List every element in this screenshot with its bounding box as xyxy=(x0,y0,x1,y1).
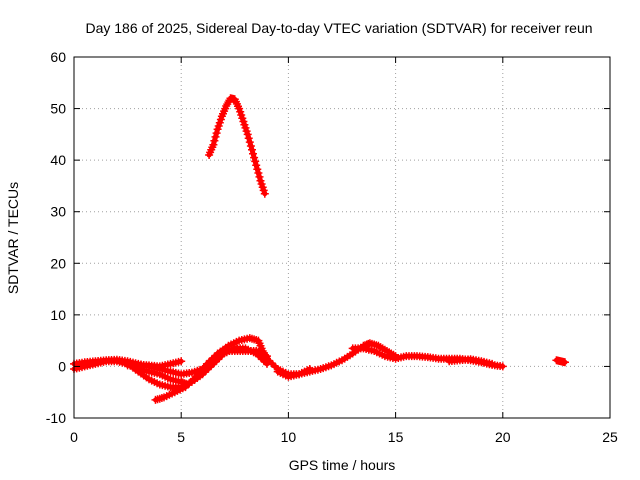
data-point xyxy=(210,136,219,145)
data-point xyxy=(498,362,507,371)
x-tick-label: 15 xyxy=(388,429,404,445)
data-point xyxy=(243,130,252,139)
data-point xyxy=(260,189,269,198)
plot-frame xyxy=(73,56,611,419)
series-arc-j xyxy=(552,356,569,367)
data-point xyxy=(177,357,186,366)
data-point xyxy=(245,138,254,147)
x-tick-label: 10 xyxy=(281,429,297,445)
y-tick-label: 60 xyxy=(50,49,66,65)
data-point xyxy=(263,352,271,361)
data-point xyxy=(212,129,221,138)
x-tick-label: 25 xyxy=(602,429,618,445)
series-group xyxy=(70,94,569,404)
data-point xyxy=(488,359,497,368)
data-point xyxy=(209,140,218,149)
series-arc-f xyxy=(123,357,186,371)
data-point xyxy=(211,132,220,141)
data-point xyxy=(250,153,259,162)
y-tick-label: 10 xyxy=(50,307,66,323)
data-point xyxy=(253,165,262,174)
y-tick-label: -10 xyxy=(46,410,66,426)
data-point xyxy=(561,358,569,367)
y-axis-label: SDTVAR / TECUs xyxy=(5,182,21,294)
chart-title: Day 186 of 2025, Sidereal Day-to-day VTE… xyxy=(85,20,592,36)
data-point xyxy=(305,365,314,373)
data-point xyxy=(244,134,253,143)
y-tick-label: 20 xyxy=(50,255,66,271)
series-arc-peak xyxy=(205,94,269,198)
y-tick-label: 30 xyxy=(50,204,66,220)
data-point xyxy=(251,157,260,166)
data-point xyxy=(249,149,257,158)
series-arc-i xyxy=(445,355,497,368)
y-tick-label: 0 xyxy=(58,358,66,374)
series-arc-e xyxy=(273,365,314,381)
x-tick-label: 20 xyxy=(495,429,511,445)
x-axis-label: GPS time / hours xyxy=(289,457,396,473)
grid xyxy=(74,57,610,418)
series-arc-g xyxy=(220,347,271,361)
data-point xyxy=(252,161,261,170)
y-tick-label: 40 xyxy=(50,152,66,168)
data-point xyxy=(248,145,256,154)
x-tick-label: 5 xyxy=(177,429,185,445)
data-point xyxy=(254,169,263,177)
x-tick-label: 0 xyxy=(70,429,78,445)
data-point xyxy=(255,172,264,181)
y-tick-label: 50 xyxy=(50,101,66,117)
data-point xyxy=(246,142,255,150)
